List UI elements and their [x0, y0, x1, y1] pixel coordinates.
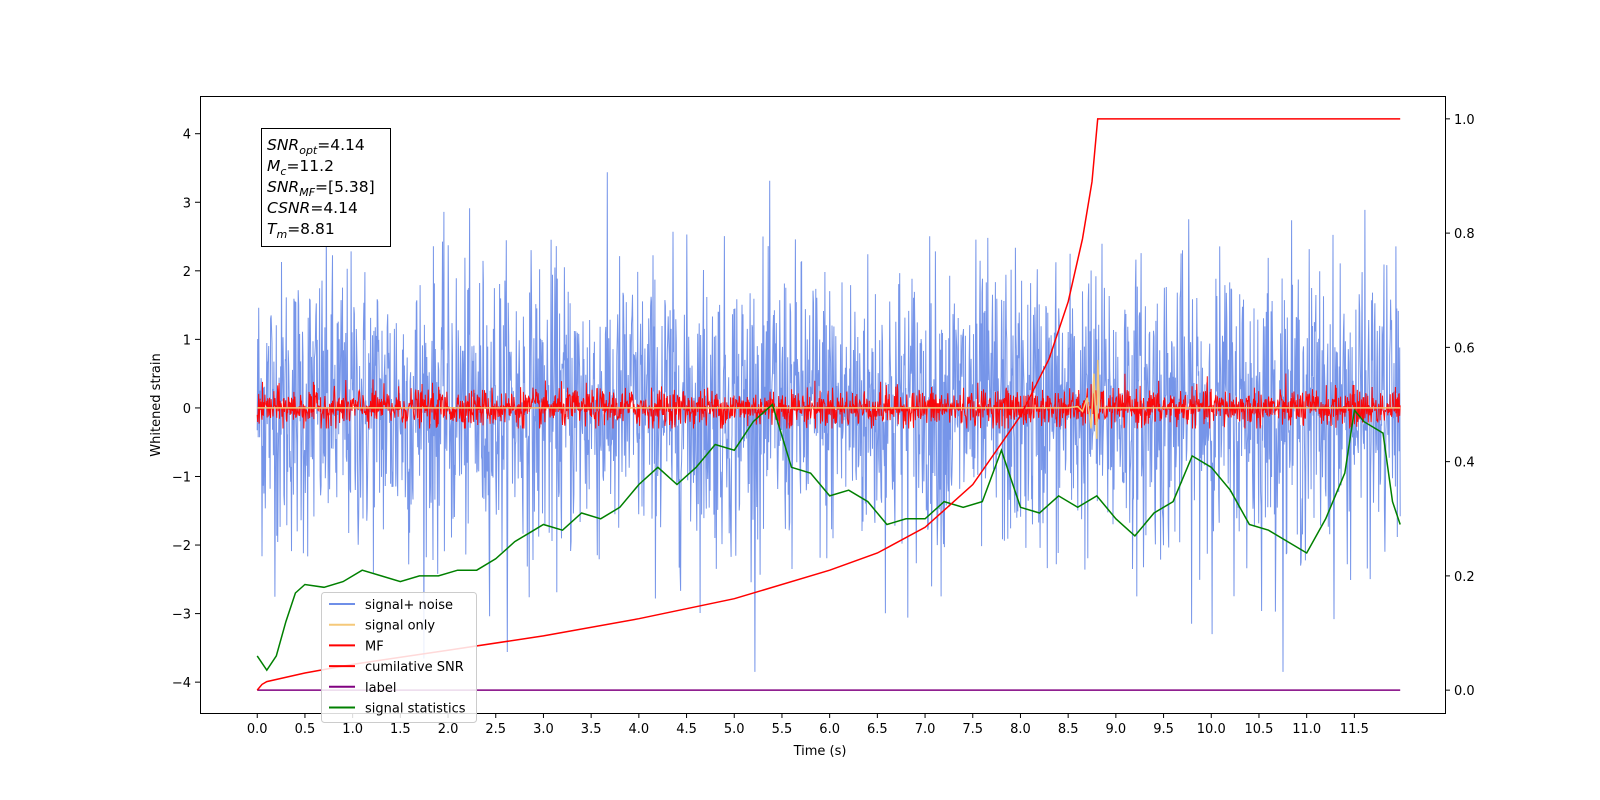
x-tick-label: 2.5 — [485, 722, 506, 737]
x-tick-label: 10.5 — [1244, 722, 1273, 737]
x-axis: 0.0 0.5 1.0 1.5 2.0 2.5 3.0 3.5 4.0 4.5 5.0 5.5 6.0 6… — [247, 713, 1369, 737]
legend-label: cumilative SNR — [365, 660, 464, 675]
signal-noise-series — [256, 172, 1401, 672]
x-tick-label: 7.5 — [962, 722, 983, 737]
legend-label: MF — [365, 639, 384, 654]
x-axis-title: Time (s) — [793, 744, 847, 759]
x-tick-label: 5.5 — [772, 722, 793, 737]
y-tick-label-right: 0.6 — [1454, 341, 1475, 356]
y-tick-label-left: 1 — [183, 333, 191, 348]
x-tick-label: 2.0 — [438, 722, 459, 737]
mf-line — [256, 373, 1401, 429]
y-tick-label-right: 0.4 — [1454, 456, 1475, 471]
x-tick-label: 11.5 — [1340, 722, 1369, 737]
y-tick-label-left: −2 — [172, 539, 191, 554]
x-tick-label: 8.0 — [1010, 722, 1031, 737]
signal-statistics-line — [256, 403, 1401, 672]
legend-frame — [321, 592, 477, 723]
x-tick-label: 6.0 — [819, 722, 840, 737]
x-tick-label: 4.0 — [629, 722, 650, 737]
plot-frame — [200, 96, 1446, 714]
y-tick-label-right: 1.0 — [1454, 113, 1475, 128]
info-line: SNRopt=4.14 — [267, 136, 365, 157]
x-tick-label: 3.5 — [581, 722, 602, 737]
x-tick-label: 0.0 — [247, 722, 268, 737]
legend: signal+ noise signal only MF cumilative SNR… — [321, 592, 477, 723]
x-tick-label: 6.5 — [867, 722, 888, 737]
x-tick-label: 11.0 — [1292, 722, 1321, 737]
y-tick-label-left: 2 — [183, 265, 191, 280]
x-tick-label: 0.5 — [295, 722, 316, 737]
y-tick-label-left: −4 — [172, 676, 191, 691]
x-tick-label: 8.5 — [1058, 722, 1079, 737]
legend-label: signal only — [365, 619, 435, 634]
y-tick-label-left: 0 — [183, 402, 191, 417]
y-tick-label-left: 3 — [183, 196, 191, 211]
signal-only-line — [257, 359, 1401, 439]
mf-series — [256, 373, 1401, 429]
x-tick-label: 7.0 — [915, 722, 936, 737]
x-tick-label: 5.0 — [724, 722, 745, 737]
x-tick-label: 9.0 — [1106, 722, 1127, 737]
y-tick-label-right: 0.2 — [1454, 570, 1475, 585]
info-box-frame — [261, 128, 391, 247]
legend-label: signal statistics — [365, 702, 466, 717]
info-line: SNRMF=[5.38] — [267, 178, 375, 199]
x-tick-label: 1.0 — [342, 722, 363, 737]
y-axis-title: Whitened strain — [149, 353, 164, 456]
info-line: Mc=11.2 — [267, 157, 334, 178]
y-tick-label-right: 0.8 — [1454, 227, 1475, 242]
legend-label: signal+ noise — [365, 598, 453, 613]
x-tick-label: 9.5 — [1153, 722, 1174, 737]
info-line: Tm=8.81 — [267, 220, 335, 241]
x-tick-label: 4.5 — [676, 722, 697, 737]
y-tick-label-left: −1 — [172, 470, 191, 485]
x-tick-label: 10.0 — [1197, 722, 1226, 737]
y-tick-label-left: 4 — [183, 128, 191, 143]
y-axis-right: 0.0 0.2 0.4 0.6 0.8 1.0 — [1445, 113, 1475, 699]
y-tick-label-left: −3 — [172, 608, 191, 623]
legend-label: label — [365, 681, 396, 696]
signal-noise-line — [256, 172, 1401, 672]
x-tick-label: 3.0 — [533, 722, 554, 737]
y-tick-label-right: 0.0 — [1454, 684, 1475, 699]
info-line: CSNR=4.14 — [267, 199, 358, 217]
y-axis-left: −4 −3 −2 −1 0 1 2 3 4 — [172, 128, 200, 691]
x-tick-label: 1.5 — [390, 722, 411, 737]
